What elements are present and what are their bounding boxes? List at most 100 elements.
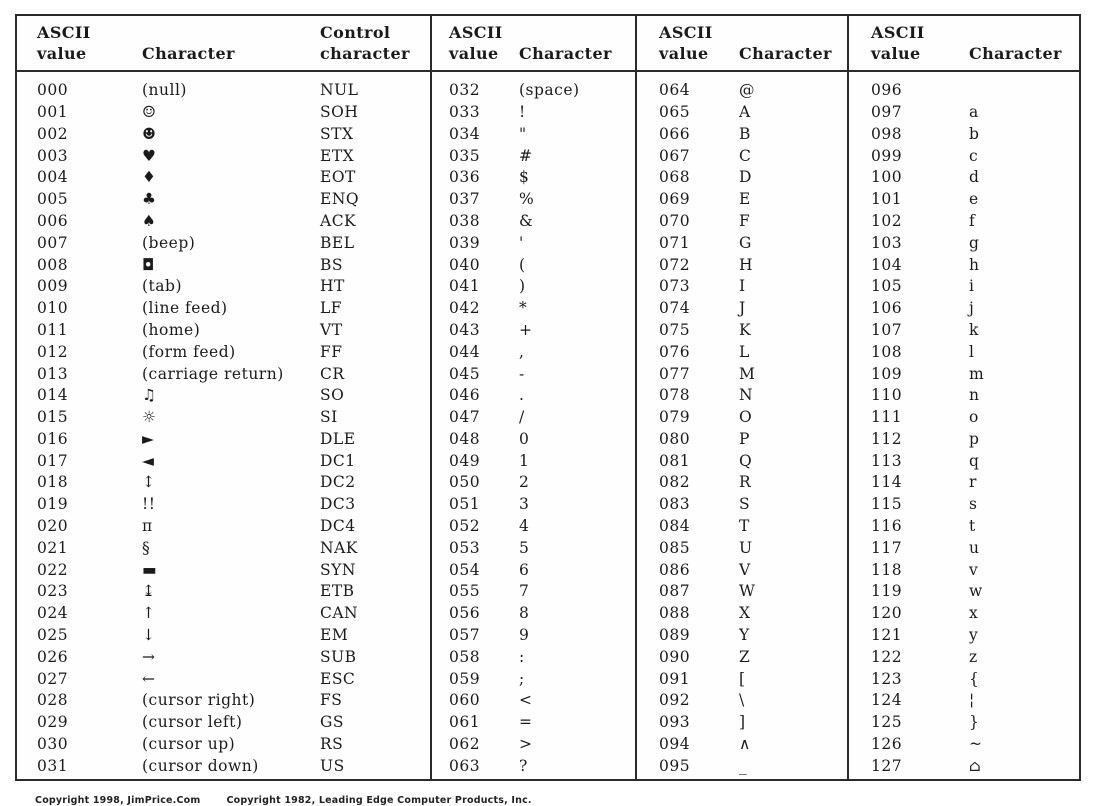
header-row: ASCII value Character <box>849 16 1079 72</box>
control-character-cell: ENQ <box>320 190 360 209</box>
character-cell: 9 <box>519 626 530 645</box>
control-character-cell: US <box>320 756 345 775</box>
table-row: 007 (beep) BEL <box>17 233 430 255</box>
ascii-value-cell: 072 <box>659 255 691 274</box>
table-row: 106 j <box>849 298 1079 320</box>
character-cell: (beep) <box>142 233 196 252</box>
character-cell: § <box>142 538 151 557</box>
ascii-value-cell: 044 <box>449 342 481 361</box>
ascii-value-cell: 107 <box>871 320 903 339</box>
ascii-value-cell: 057 <box>449 626 481 645</box>
copyright-right: Copyright 1982, Leading Edge Computer Pr… <box>226 795 532 806</box>
ascii-value-cell: 084 <box>659 517 691 536</box>
control-character-cell: SI <box>320 408 338 427</box>
character-cell: M <box>739 364 756 383</box>
table-section-4: ASCII value Character 096 097 a 098 b 099 c 100 d 1… <box>847 16 1079 779</box>
character-cell: ' <box>519 233 524 252</box>
character-cell: ↨ <box>142 582 156 601</box>
table-row: 092 \ <box>637 690 847 712</box>
ascii-value-cell: 027 <box>37 669 69 688</box>
table-row: 026 → SUB <box>17 647 430 669</box>
table-row: 051 3 <box>432 494 635 516</box>
table-row: 074 J <box>637 298 847 320</box>
ascii-value-cell: 098 <box>871 124 903 143</box>
table-row: 032 (space) <box>432 80 635 102</box>
ascii-value-cell: 009 <box>37 277 69 296</box>
character-cell: V <box>739 560 751 579</box>
table-row: 109 m <box>849 363 1079 385</box>
character-cell: ◘ <box>142 255 155 274</box>
character-cell: n <box>969 386 980 405</box>
character-cell: K <box>739 320 752 339</box>
table-row: 018 ↕ DC2 <box>17 472 430 494</box>
table-row: 115 s <box>849 494 1079 516</box>
character-cell: r <box>969 473 977 492</box>
character-cell: ↓ <box>142 626 156 645</box>
ascii-value-cell: 056 <box>449 604 481 623</box>
table-row: 006 ♠ ACK <box>17 211 430 233</box>
table-row: 094 ∧ <box>637 734 847 756</box>
table-row: 093] <box>637 712 847 734</box>
table-row: 088 X <box>637 603 847 625</box>
ascii-value-cell: 114 <box>871 473 903 492</box>
header-row: ASCII value Character <box>637 16 847 72</box>
ascii-value-cell: 106 <box>871 299 903 318</box>
control-character-cell: DC3 <box>320 495 356 514</box>
character-cell: z <box>969 647 978 666</box>
ascii-value-cell: 101 <box>871 190 903 209</box>
table-row: 012 (form feed) FF <box>17 342 430 364</box>
character-cell: * <box>519 299 528 318</box>
control-character-cell: NUL <box>320 81 359 100</box>
character-cell: w <box>969 582 983 601</box>
table-row: 078 N <box>637 385 847 407</box>
ascii-value-cell: 051 <box>449 495 481 514</box>
ascii-value-cell: 075 <box>659 320 691 339</box>
table-row: 054 6 <box>432 560 635 582</box>
table-row: 060 < <box>432 690 635 712</box>
character-cell: h <box>969 255 980 274</box>
character-cell: (cursor right) <box>142 691 256 710</box>
table-row: 019!! DC3 <box>17 494 430 516</box>
character-cell: @ <box>739 81 755 100</box>
ascii-value-cell: 115 <box>871 495 903 514</box>
ascii-value-cell: 112 <box>871 429 903 448</box>
table-row: 011 (home) VT <box>17 320 430 342</box>
ascii-value-cell: 005 <box>37 190 69 209</box>
table-row: 047 / <box>432 407 635 429</box>
table-row: 103 g <box>849 233 1079 255</box>
table-row: 017 ◄ DC1 <box>17 451 430 473</box>
character-cell: t <box>969 517 976 536</box>
character-cell: ] <box>739 713 746 732</box>
table-row: 061 = <box>432 712 635 734</box>
character-cell: H <box>739 255 754 274</box>
table-row: 076 L <box>637 342 847 364</box>
character-cell: F <box>739 211 751 230</box>
ascii-value-cell: 127 <box>871 756 903 775</box>
character-cell: T <box>739 517 750 536</box>
ascii-value-cell: 041 <box>449 277 481 296</box>
table-row: 043 + <box>432 320 635 342</box>
ascii-value-cell: 030 <box>37 735 69 754</box>
table-row: 062 > <box>432 734 635 756</box>
table-row: 050 2 <box>432 472 635 494</box>
ascii-value-cell: 071 <box>659 233 691 252</box>
ascii-value-cell: 069 <box>659 190 691 209</box>
character-cell: ♥ <box>142 146 157 165</box>
ascii-value-cell: 064 <box>659 81 691 100</box>
table-body: 064 @065 A 066 B 067 C 068 D 069 E 070 F 071 G 072 H 073 I… <box>637 72 847 778</box>
character-cell: e <box>969 190 979 209</box>
ascii-value-cell: 105 <box>871 277 903 296</box>
table-row: 065 A <box>637 102 847 124</box>
control-character-cell: EOT <box>320 168 356 187</box>
character-cell: " <box>519 124 527 143</box>
ascii-value-cell: 023 <box>37 582 69 601</box>
ascii-value-cell: 019 <box>37 495 69 514</box>
control-character-cell: CAN <box>320 604 359 623</box>
character-cell: ∧ <box>739 735 751 754</box>
character-cell: B <box>739 124 751 143</box>
character-cell: , <box>519 342 525 361</box>
character-cell: > <box>519 735 533 754</box>
table-row: 080 P <box>637 429 847 451</box>
ascii-value-cell: 104 <box>871 255 903 274</box>
character-cell: ? <box>519 756 528 775</box>
